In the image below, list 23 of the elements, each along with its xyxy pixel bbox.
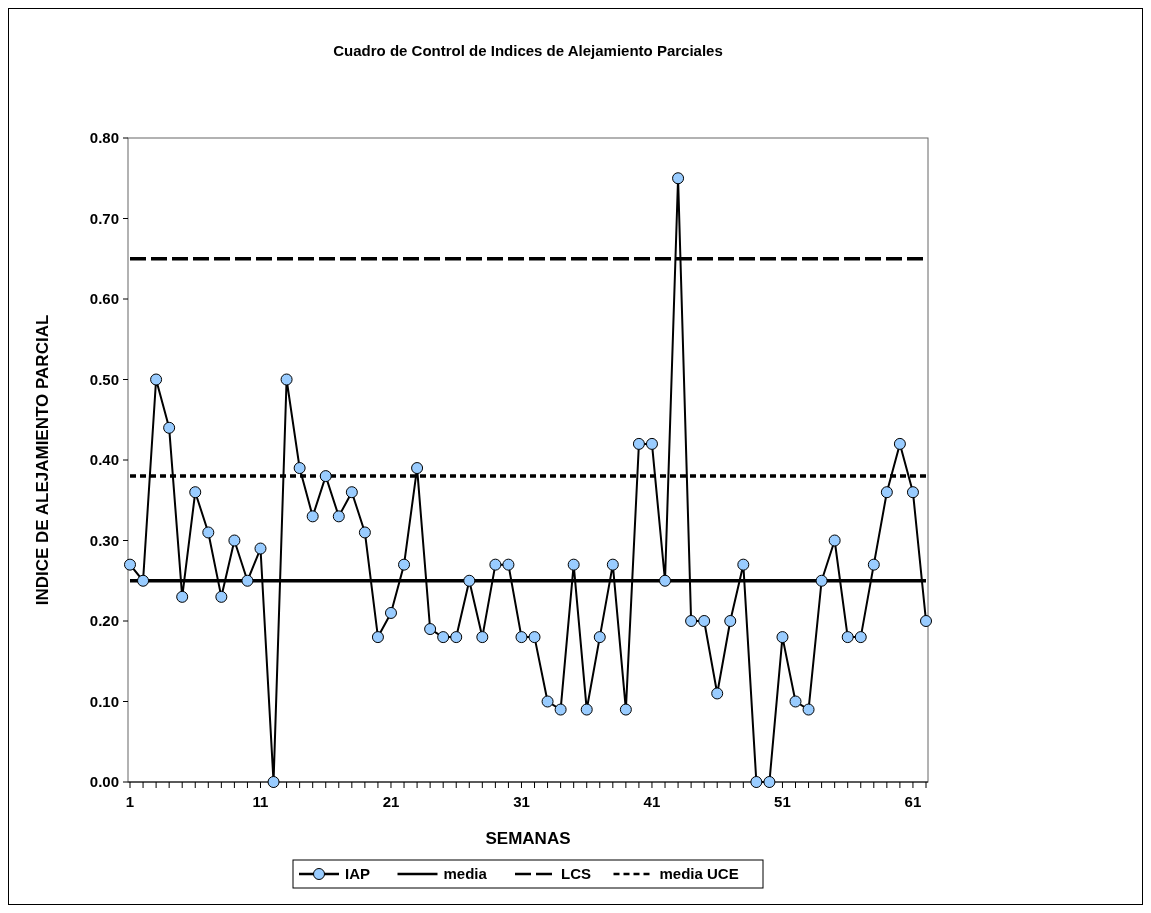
y-axis-title: INDICE DE ALEJAMIENTO PARCIAL: [33, 314, 52, 606]
legend-label: media UCE: [659, 865, 739, 882]
legend-label: LCS: [561, 865, 591, 882]
y-tick-label: 0.50: [89, 370, 119, 388]
x-axis-title: SEMANAS: [485, 829, 571, 848]
legend-label: IAP: [345, 865, 371, 882]
y-tick-label: 0.10: [89, 692, 119, 710]
y-tick-label: 0.20: [89, 612, 119, 629]
y-tick-label: 0.40: [89, 451, 119, 468]
x-tick-label: 41: [643, 793, 661, 810]
chart-title: Cuadro de Control de Indices de Alejamiento Parciales: [333, 42, 723, 59]
y-tick-label: 0.00: [89, 773, 119, 790]
x-tick-label: 11: [252, 793, 269, 810]
y-tick-label: 0.80: [89, 129, 119, 146]
x-tick-label: 31: [513, 793, 530, 810]
y-tick-label: 0.30: [89, 531, 119, 549]
y-tick-label: 0.60: [89, 290, 119, 307]
x-tick-label: 51: [774, 793, 791, 810]
y-tick-label: 0.70: [89, 209, 119, 227]
x-tick-label: 21: [382, 793, 400, 810]
x-tick-label: 61: [904, 793, 922, 810]
legend-label: media: [443, 865, 488, 882]
x-tick-label: 1: [125, 793, 135, 810]
